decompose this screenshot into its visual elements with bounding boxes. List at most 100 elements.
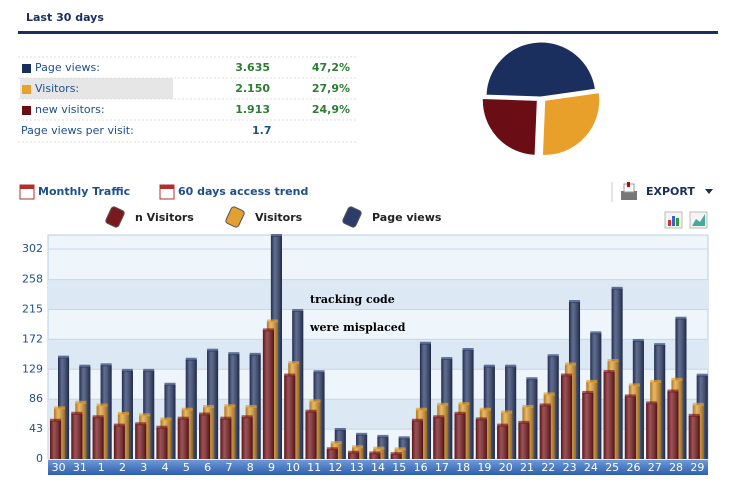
x-tick-label: 31 (73, 461, 87, 474)
export-button[interactable]: EXPORT (646, 185, 695, 198)
bar-top (143, 368, 155, 372)
bar-top (58, 355, 70, 359)
bar-shade (220, 418, 232, 459)
bar-top (454, 411, 466, 415)
bar-top (334, 427, 346, 431)
bar (419, 341, 432, 459)
bar-top (369, 451, 381, 455)
bar-top (564, 362, 577, 366)
bar-top (348, 450, 360, 454)
stat-value: 3.635 (235, 61, 270, 74)
x-tick-label: 11 (307, 461, 321, 474)
bar-top (526, 377, 538, 381)
bar-top (411, 418, 424, 422)
bar-shade (50, 420, 62, 459)
bar-top (692, 402, 704, 406)
stat-share: 24,9% (312, 103, 350, 116)
bar-top (390, 452, 402, 456)
bar (348, 450, 360, 459)
bar (411, 418, 424, 459)
bar-top (671, 377, 683, 381)
annotation: tracking code (310, 293, 395, 306)
bar-top (326, 447, 338, 451)
monthly-traffic-link[interactable]: Monthly Traffic (38, 185, 130, 198)
bar (262, 328, 274, 459)
bar (177, 416, 189, 459)
bar-top (462, 348, 474, 351)
y-tick-label: 129 (22, 362, 43, 375)
bar (539, 403, 551, 459)
bar-top (262, 328, 274, 332)
bar-shade (454, 413, 466, 459)
stat-value: 2.150 (235, 82, 270, 95)
bar-shade (262, 330, 274, 459)
bar-top (313, 370, 325, 374)
bar-shade (646, 403, 658, 459)
bar-top (220, 416, 232, 420)
row-highlight (20, 78, 173, 99)
bar (135, 422, 147, 459)
x-tick-label: 18 (456, 461, 470, 474)
export-dropdown[interactable] (705, 189, 713, 194)
pie-slice (485, 41, 597, 98)
bar-shade (348, 452, 360, 459)
legend-label: n Visitors (135, 211, 194, 224)
printer-icon (621, 182, 637, 200)
bar-shade (497, 425, 509, 459)
bar (688, 413, 700, 459)
bar-shade (241, 417, 253, 459)
bar-top (650, 379, 662, 383)
bar-top (479, 407, 491, 411)
bar (497, 423, 509, 459)
bar-top (352, 445, 364, 449)
bar-top (164, 382, 176, 386)
bar-shade (156, 427, 168, 459)
bar-top (611, 286, 623, 290)
legend-icon (105, 206, 125, 228)
bar-shade (475, 419, 487, 459)
bar-top (475, 417, 487, 421)
page-title: Last 30 days (26, 11, 104, 24)
bar-top (177, 416, 189, 420)
bar-top (497, 423, 509, 427)
bar-shade (92, 417, 104, 459)
chart-type-icons[interactable] (664, 211, 708, 229)
bar-top (96, 403, 108, 407)
x-tick-label: 13 (350, 461, 364, 474)
bar-shade (326, 449, 338, 459)
bar-shade (603, 372, 615, 459)
legend-icon (225, 206, 245, 228)
bar (241, 415, 253, 459)
x-tick-label: 25 (605, 461, 619, 474)
bar-top (135, 422, 147, 426)
bar-top (249, 352, 261, 356)
bar (207, 348, 219, 459)
bar (284, 373, 296, 459)
bar-shade (560, 375, 573, 459)
bar (113, 423, 125, 459)
bar-top (156, 425, 168, 429)
bar-top (54, 406, 66, 410)
y-tick-label: 215 (22, 302, 43, 315)
x-tick-label: 6 (204, 461, 211, 474)
per-visit-label: Page views per visit: (21, 124, 134, 137)
x-tick-label: 7 (225, 461, 232, 474)
bar (646, 401, 658, 459)
bar (199, 412, 211, 459)
bar-top (292, 309, 304, 313)
bar-top (92, 415, 104, 419)
bar-top (568, 300, 581, 304)
bar-shade (135, 424, 147, 459)
bar-shade (369, 453, 381, 459)
bar-top (121, 368, 133, 372)
access-trend-link[interactable]: 60 days access trend (178, 185, 308, 198)
bar (667, 389, 679, 459)
bar-top (419, 341, 432, 345)
x-tick-label: 20 (499, 461, 513, 474)
bar-shade (305, 411, 317, 459)
legend-swatch (22, 64, 31, 73)
x-tick-label: 28 (669, 461, 683, 474)
bar-top (50, 418, 62, 422)
bar (624, 394, 636, 459)
bar-top (199, 412, 211, 416)
